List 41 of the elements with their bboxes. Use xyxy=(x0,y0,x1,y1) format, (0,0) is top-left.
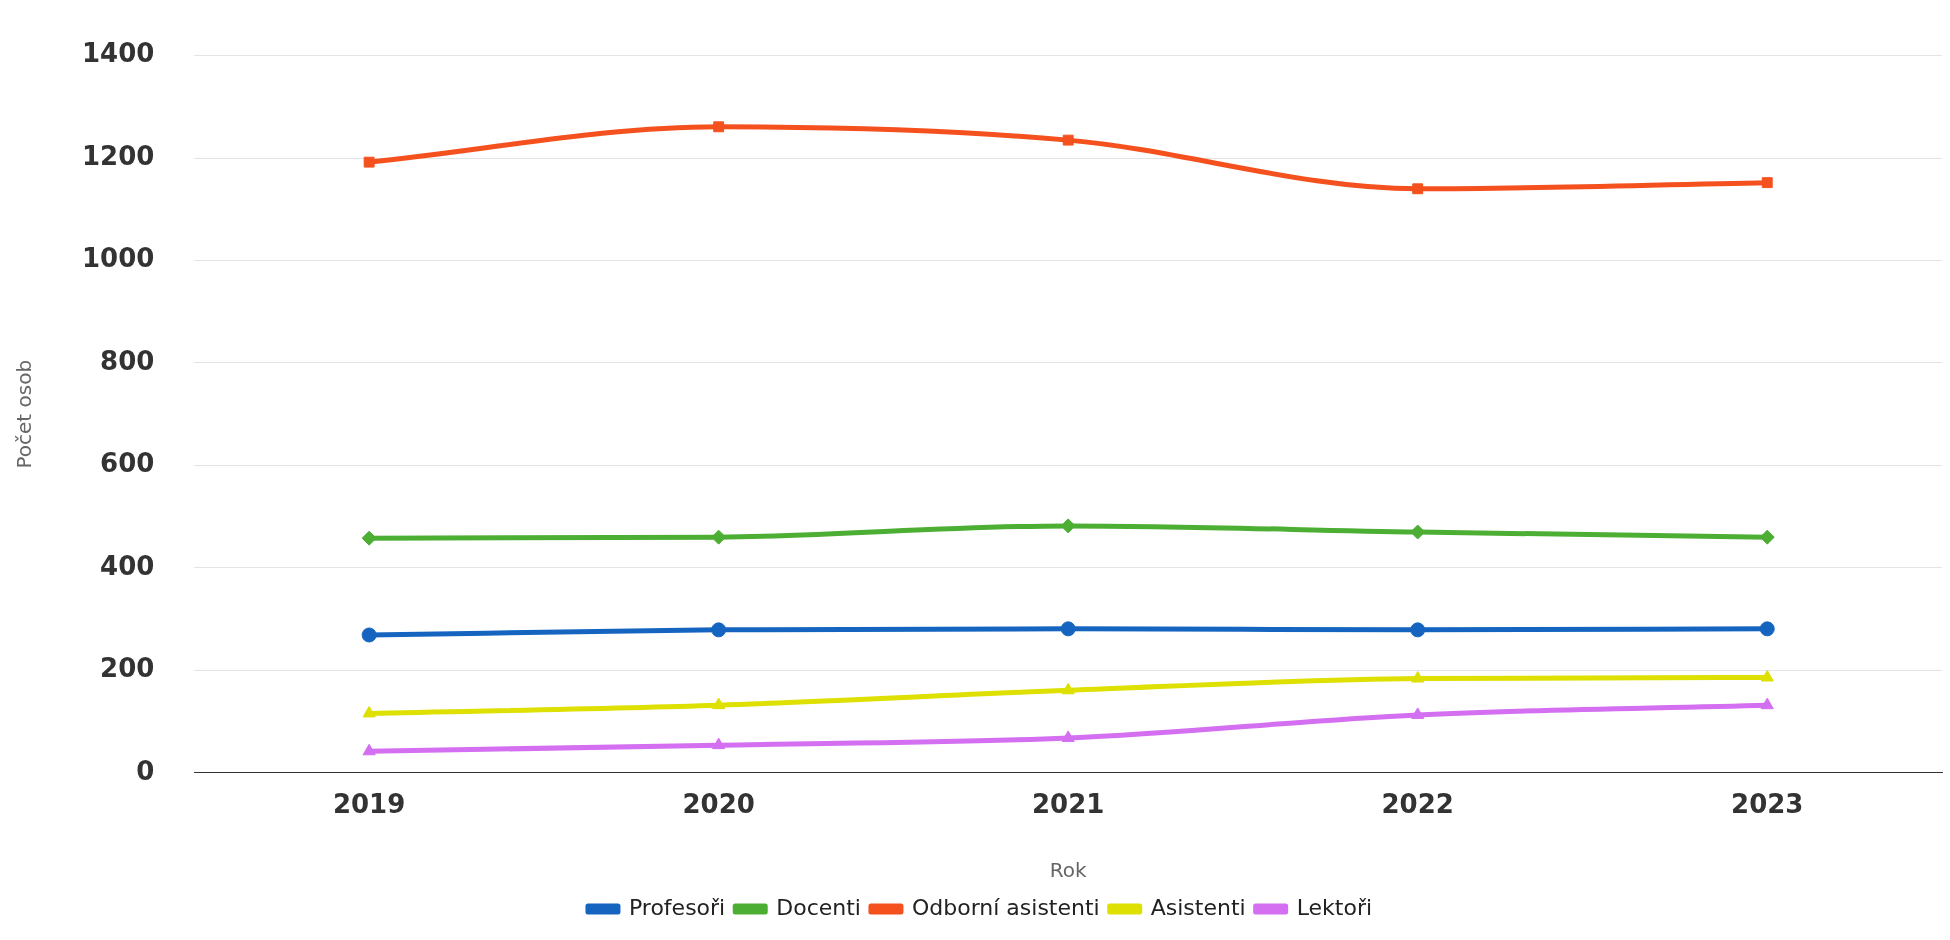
x-tick-label: 2023 xyxy=(1731,789,1804,820)
point xyxy=(363,156,375,168)
y-tick-label: 200 xyxy=(100,653,155,684)
x-tick-label: 2022 xyxy=(1381,789,1454,820)
y-tick-label: 1000 xyxy=(81,243,155,274)
point xyxy=(362,705,376,718)
point xyxy=(1761,177,1773,189)
y-tick-label: 0 xyxy=(136,755,155,786)
point xyxy=(1062,134,1074,146)
legend-label: Lektoři xyxy=(1296,894,1373,920)
legend-label: Odborní asistenti xyxy=(911,894,1100,920)
x-axis-title: Rok xyxy=(1049,858,1087,883)
point xyxy=(1061,730,1075,742)
point xyxy=(1411,671,1425,683)
point xyxy=(1759,621,1775,637)
y-axis-title: Počet osob xyxy=(12,359,37,469)
x-tick-label: 2019 xyxy=(332,789,406,820)
point xyxy=(1760,697,1774,710)
point xyxy=(361,627,377,643)
y-tick-label: 600 xyxy=(100,448,155,479)
point xyxy=(712,697,726,710)
y-tick-label: 1400 xyxy=(81,38,155,69)
legend-label: Profesoři xyxy=(628,894,726,920)
y-tick-label: 800 xyxy=(100,345,155,376)
point xyxy=(1410,622,1426,638)
point xyxy=(1060,621,1076,637)
point xyxy=(362,743,376,756)
point xyxy=(711,622,727,638)
legend-label: Asistenti xyxy=(1150,894,1246,920)
point xyxy=(1412,183,1424,195)
y-tick-label: 400 xyxy=(100,550,155,581)
point xyxy=(1760,670,1774,682)
legend-label: Docenti xyxy=(776,894,861,920)
point xyxy=(361,530,377,546)
x-tick-label: 2021 xyxy=(1031,789,1105,820)
point xyxy=(713,121,725,133)
x-tick-label: 2020 xyxy=(682,789,755,820)
point xyxy=(712,737,726,750)
y-tick-label: 1200 xyxy=(81,140,155,171)
point xyxy=(1411,707,1425,719)
point xyxy=(1061,682,1075,695)
